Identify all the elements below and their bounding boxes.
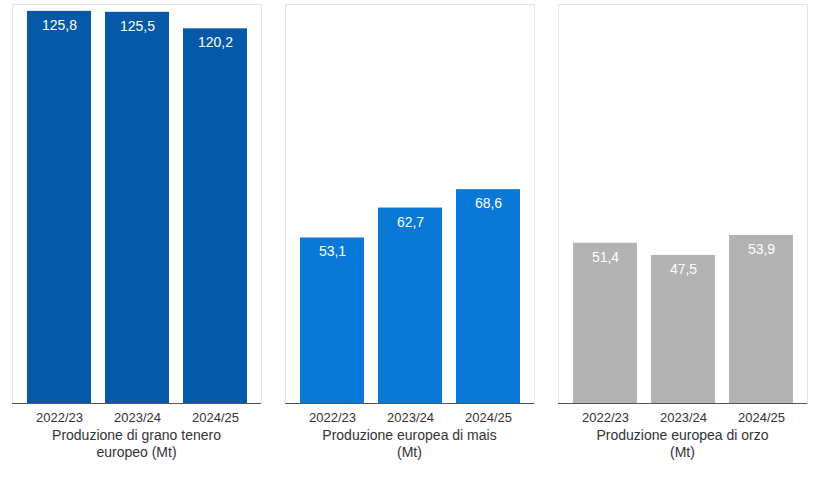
svg-text:120,2: 120,2 <box>198 34 233 50</box>
svg-text:2024/25: 2024/25 <box>465 410 512 425</box>
svg-text:62,7: 62,7 <box>397 214 424 230</box>
svg-text:125,5: 125,5 <box>120 18 155 34</box>
svg-text:125,8: 125,8 <box>42 17 77 33</box>
svg-text:2024/25: 2024/25 <box>192 410 239 425</box>
html-text:Produzione europea di orzo (Mt: Produzione europea di orzo (Mt) <box>596 427 769 460</box>
svg-text:2023/24: 2023/24 <box>114 410 161 425</box>
svg-text:2023/24: 2023/24 <box>660 410 707 425</box>
html-text:Produzione europea di mais (Mt: Produzione europea di mais (Mt) <box>322 427 497 460</box>
html-text:Produzione di grano tenero eur: Produzione di grano tenero europeo (Mt) <box>52 427 221 460</box>
svg-text:2022/23: 2022/23 <box>36 410 83 425</box>
svg-text:53,1: 53,1 <box>319 243 346 259</box>
svg-text:53,9: 53,9 <box>748 241 775 257</box>
svg-text:2022/23: 2022/23 <box>582 410 629 425</box>
svg-text:2023/24: 2023/24 <box>387 410 434 425</box>
svg-text:51,4: 51,4 <box>592 249 619 265</box>
svg-text:68,6: 68,6 <box>475 195 502 211</box>
svg-text:2022/23: 2022/23 <box>309 410 356 425</box>
svg-text:2024/25: 2024/25 <box>738 410 785 425</box>
svg-text:47,5: 47,5 <box>670 261 697 277</box>
